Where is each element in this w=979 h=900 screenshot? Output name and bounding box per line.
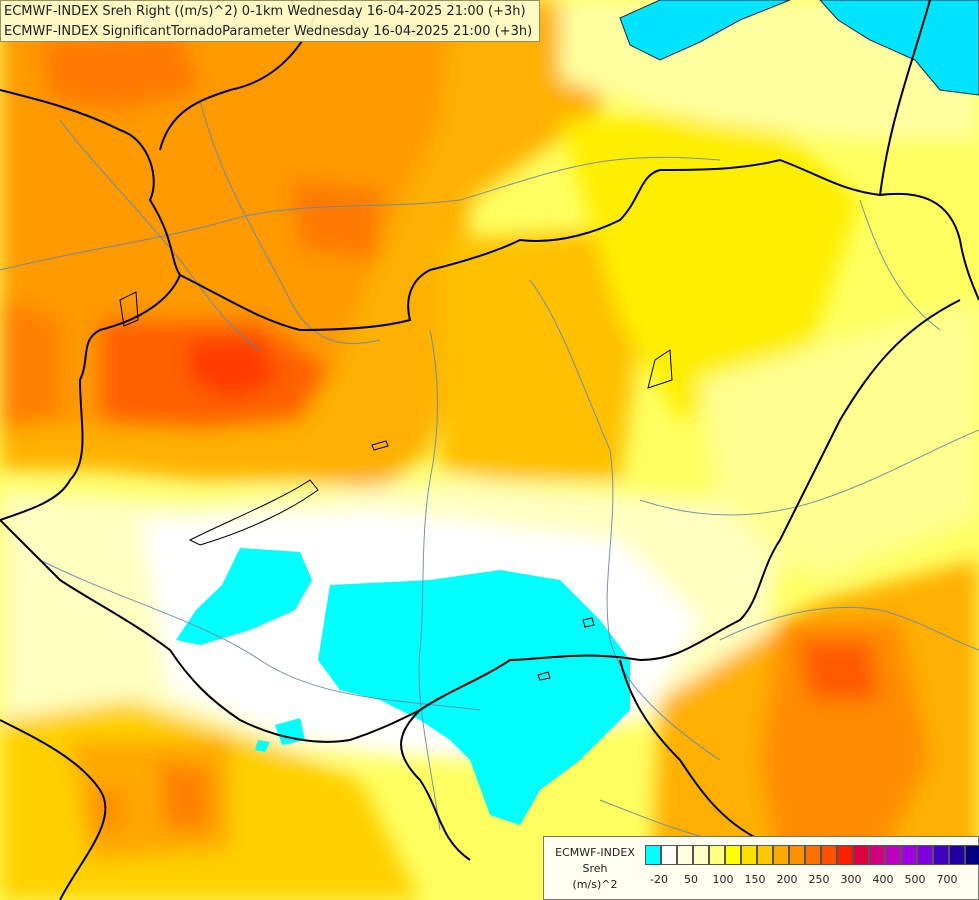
- legend-swatch: [725, 845, 741, 865]
- zero-sreh-area: [176, 548, 312, 645]
- legend-tick-label: 250: [808, 873, 830, 886]
- legend-unit: (m/s)^2: [572, 878, 618, 891]
- legend-tick-label: -20: [650, 873, 668, 886]
- legend-swatch: [965, 845, 979, 865]
- legend-swatch: [837, 845, 853, 865]
- legend-variable: Sreh: [582, 862, 608, 875]
- legend-tick-label: 500: [904, 873, 926, 886]
- lake: [819, 0, 979, 96]
- map-title-stp: ECMWF-INDEX SignificantTornadoParameter …: [4, 24, 533, 39]
- legend-swatch: [677, 845, 693, 865]
- color-legend: ECMWF-INDEX Sreh (m/s)^2 -20 50 100 150 200 2…: [543, 836, 979, 900]
- legend-swatch: [917, 845, 933, 865]
- legend-tick-label: 100: [712, 873, 734, 886]
- legend-title: ECMWF-INDEX Sreh (m/s)^2: [547, 845, 643, 893]
- legend-swatch: [645, 845, 661, 865]
- legend-swatch: [757, 845, 773, 865]
- legend-ticks: -20 50 100 150 200 250 300 400 500 700: [645, 873, 975, 889]
- legend-tick-label: 700: [936, 873, 958, 886]
- legend-swatch: [693, 845, 709, 865]
- legend-swatch: [821, 845, 837, 865]
- legend-tick-label: 400: [872, 873, 894, 886]
- legend-tick-label: 300: [840, 873, 862, 886]
- legend-swatch: [789, 845, 805, 865]
- zero-sreh-area: [318, 570, 630, 825]
- rivers: [0, 99, 979, 861]
- legend-tick-label: 50: [684, 873, 698, 886]
- legend-swatch: [901, 845, 917, 865]
- legend-swatch: [853, 845, 869, 865]
- legend-swatch: [773, 845, 789, 865]
- legend-swatch: [933, 845, 949, 865]
- legend-swatch: [661, 845, 677, 865]
- legend-tick-label: 200: [776, 873, 798, 886]
- legend-swatches: [645, 845, 979, 865]
- lake: [619, 0, 791, 61]
- lake-outlines: [119, 291, 673, 681]
- legend-swatch: [949, 845, 965, 865]
- legend-swatch: [805, 845, 821, 865]
- map-title-sreh: ECMWF-INDEX Sreh Right ((m/s)^2) 0-1km W…: [4, 4, 526, 19]
- legend-swatch: [709, 845, 725, 865]
- legend-swatch: [869, 845, 885, 865]
- legend-swatch: [741, 845, 757, 865]
- legend-source: ECMWF-INDEX: [555, 846, 635, 859]
- legend-swatch: [885, 845, 901, 865]
- legend-tick-label: 150: [744, 873, 766, 886]
- map-title-box: ECMWF-INDEX Sreh Right ((m/s)^2) 0-1km W…: [0, 0, 540, 42]
